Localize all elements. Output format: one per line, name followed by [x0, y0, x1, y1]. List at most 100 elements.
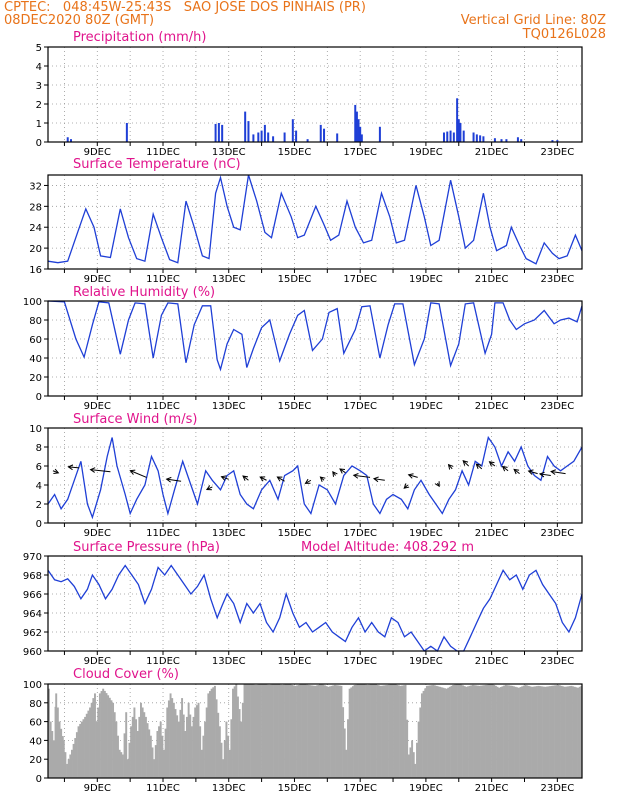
cloud-bar [447, 687, 450, 778]
cloud-bar [516, 687, 519, 778]
cloud-bar [258, 684, 261, 778]
cloud-bar [222, 759, 225, 778]
cloud-bar [430, 685, 433, 778]
cloud-bar [84, 716, 87, 778]
precip-bar [267, 132, 270, 142]
cloud-bar [568, 686, 571, 778]
cloud-bar [55, 693, 58, 778]
cloud-bar [404, 684, 407, 778]
cloud-bar [535, 686, 538, 778]
y-tick-label: 3 [36, 81, 42, 92]
wind-arrow-head [488, 461, 495, 467]
panel-frame [47, 46, 583, 143]
panel-cloud: Cloud Cover (%) 0 20 40 60 80 100 9DEC 11DEC 13DE… [23, 667, 583, 794]
cloud-bar [368, 684, 371, 778]
cloud-bar [51, 731, 54, 778]
cloud-bar [389, 684, 392, 778]
cloud-bar [544, 686, 547, 778]
wind-arrow-head [475, 463, 482, 470]
precip-bar [516, 137, 519, 142]
y-tick-label: 28 [29, 202, 42, 213]
panel-wind: Surface Wind (m/s) 0 2 4 6 8 10 9DEC 11DEC 13DEC 1… [29, 412, 583, 539]
y-tick-label: 0 [36, 519, 42, 530]
y-tick-label: 80 [29, 316, 42, 327]
cloud-bar [112, 702, 115, 778]
x-date-label: 21DEC [475, 401, 509, 412]
y-tick-label: 20 [29, 373, 42, 384]
cloud-bar [411, 740, 414, 778]
precip-bar [493, 138, 496, 142]
x-date-label: 17DEC [343, 401, 377, 412]
cloud-bar [263, 684, 266, 778]
cloud-bar [94, 693, 96, 778]
x-date-label: 19DEC [409, 274, 443, 285]
precip-bar [66, 137, 69, 142]
cloud-bar [117, 735, 119, 778]
cloud-bar [259, 684, 262, 778]
x-date-label: 23DEC [540, 274, 574, 285]
cloud-bar [320, 684, 323, 778]
cloud-bar [82, 719, 85, 778]
y-tick-label: 16 [29, 265, 42, 276]
cloud-bar [310, 685, 313, 778]
precip-bar [456, 98, 459, 142]
cloud-bar [558, 685, 561, 778]
panel-precip: Precipitation (mm/h) 0 1 2 3 4 5 9DEC 11DEC 13DEC… [36, 30, 583, 158]
cloud-bar [200, 749, 203, 778]
cloud-bar [85, 713, 88, 778]
cloud-bar [379, 685, 382, 778]
x-date-label: 21DEC [475, 147, 509, 158]
cloud-bar [87, 710, 90, 778]
x-date-label: 21DEC [475, 783, 509, 794]
cloud-bar [281, 684, 284, 778]
precip-bar [482, 136, 485, 142]
x-date-label: 19DEC [409, 783, 443, 794]
cloud-bar [351, 686, 354, 778]
precip-bar [252, 134, 255, 142]
panel-title-pres: Surface Pressure (hPa) [73, 540, 220, 555]
cloud-bar [278, 684, 280, 778]
cloud-bar [74, 738, 77, 778]
precip-bar [214, 123, 217, 142]
cloud-bar [504, 684, 507, 778]
cloud-bar [48, 688, 50, 778]
cloud-bar [425, 685, 428, 778]
cloud-bar [154, 745, 157, 778]
precip-bar [449, 130, 452, 142]
cloud-bar [512, 686, 515, 778]
cloud-bar [243, 684, 246, 778]
cloud-bar [205, 707, 208, 778]
cloud-bar [371, 684, 374, 778]
cloud-bar [473, 685, 476, 778]
y-tick-label: 964 [23, 609, 42, 620]
precip-bar [319, 124, 322, 142]
cloud-bar [248, 684, 251, 778]
panel-temp: Surface Temperature (nC) 16 20 24 28 32 9DEC 11… [29, 157, 583, 285]
panel-title-precip: Precipitation (mm/h) [73, 30, 206, 45]
wind-arrow [166, 478, 182, 482]
cloud-bar [115, 721, 118, 778]
cloud-bar [511, 685, 514, 778]
cloud-bar [271, 684, 274, 778]
cloud-bar [169, 693, 172, 778]
cloud-bar [181, 698, 184, 778]
cloud-bar [499, 687, 502, 778]
x-date-label: 15DEC [278, 401, 312, 412]
cloud-bar [121, 754, 124, 778]
cloud-bar [100, 691, 103, 778]
cloud-bar [212, 687, 215, 778]
cloud-bar [394, 684, 397, 778]
cloud-bar [135, 719, 138, 778]
cloud-bar [213, 685, 216, 778]
precip-bar [500, 139, 503, 142]
cloud-bar [133, 707, 136, 778]
cloud-bar [151, 747, 154, 778]
cloud-bar [402, 685, 405, 778]
y-tick-label: 24 [29, 223, 42, 234]
cloud-bar [358, 684, 361, 778]
x-date-label: 19DEC [409, 656, 443, 667]
cloud-bar [166, 707, 169, 778]
temp-line [47, 174, 583, 265]
cloud-bar [401, 685, 404, 778]
wind-arrow [462, 460, 469, 467]
